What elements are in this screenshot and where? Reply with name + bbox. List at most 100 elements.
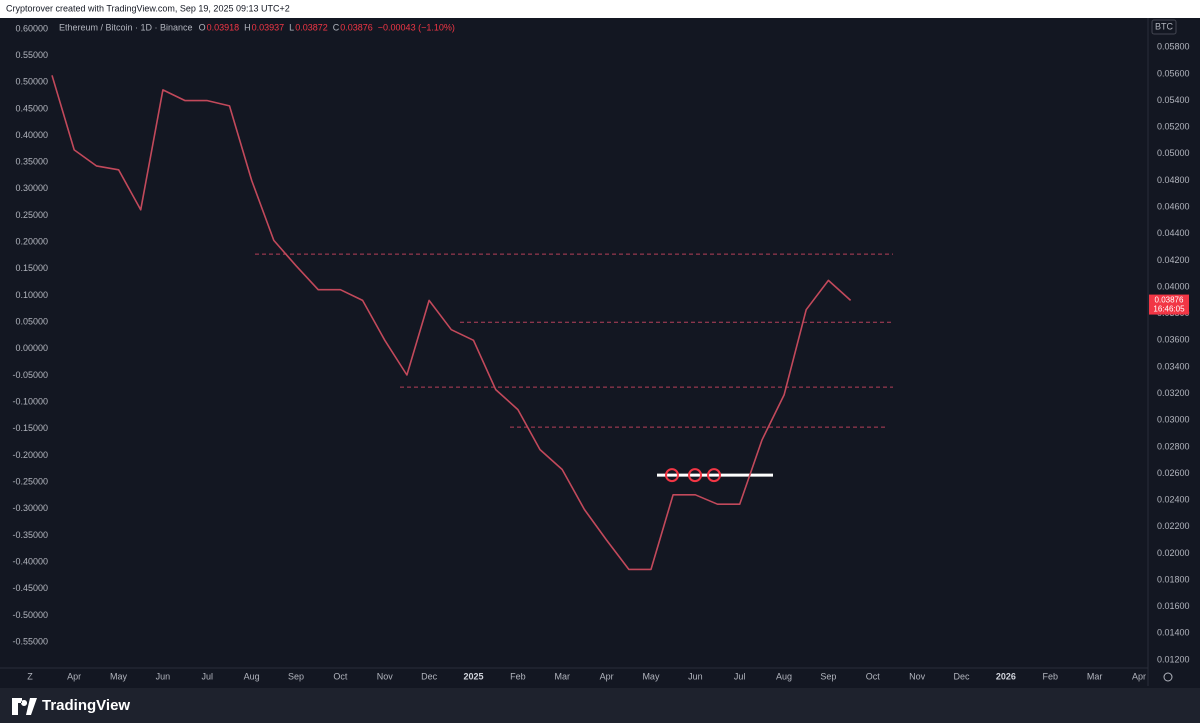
touch-marker xyxy=(688,468,702,483)
x-tick-label: Dec xyxy=(954,671,971,681)
y-tick-label: 0.05000 xyxy=(15,317,48,327)
y2-tick-label: 0.05600 xyxy=(1157,68,1190,78)
ohlc-label: H xyxy=(244,22,251,32)
x-tick-label: Apr xyxy=(600,671,614,681)
x-tick-label: Oct xyxy=(333,671,348,681)
y-tick-label: 0.30000 xyxy=(15,183,48,193)
x-tick-label: Jun xyxy=(688,671,703,681)
footer-bar xyxy=(0,688,1200,723)
header-bar xyxy=(0,0,1200,18)
y-tick-label: -0.20000 xyxy=(12,450,48,460)
y2-tick-label: 0.03400 xyxy=(1157,361,1190,371)
y2-tick-label: 0.04800 xyxy=(1157,175,1190,185)
x-tick-label: May xyxy=(642,671,660,681)
x-tick-label: Sep xyxy=(820,671,836,681)
x-tick-label: Jul xyxy=(202,671,214,681)
y2-tick-label: 0.02000 xyxy=(1157,548,1190,558)
x-tick-label: Nov xyxy=(377,671,394,681)
y-tick-label: 0.60000 xyxy=(15,23,48,33)
y-tick-label: 0.10000 xyxy=(15,290,48,300)
y2-tick-label: 0.01800 xyxy=(1157,574,1190,584)
x-tick-label: Aug xyxy=(244,671,260,681)
y2-tick-label: 0.03000 xyxy=(1157,415,1190,425)
y-tick-label: 0.15000 xyxy=(15,263,48,273)
y2-tick-label: 0.05400 xyxy=(1157,95,1190,105)
x-tick-label: May xyxy=(110,671,128,681)
y-tick-label: 0.20000 xyxy=(15,237,48,247)
price-tag-value: 0.03876 xyxy=(1155,296,1184,305)
y-tick-label: 0.00000 xyxy=(15,343,48,353)
x-tick-label: Jun xyxy=(156,671,171,681)
y-tick-label: 0.50000 xyxy=(15,77,48,87)
y2-tick-label: 0.05800 xyxy=(1157,42,1190,52)
ohlc-value: 0.03937 xyxy=(252,22,285,32)
footer: TradingView xyxy=(42,697,130,714)
y-tick-label: -0.55000 xyxy=(12,636,48,646)
y2-tick-label: 0.01600 xyxy=(1157,601,1190,611)
y2-tick-label: 0.05000 xyxy=(1157,148,1190,158)
x-tick-label: Sep xyxy=(288,671,304,681)
y2-tick-label: 0.02600 xyxy=(1157,468,1190,478)
y2-tick-label: 0.04400 xyxy=(1157,228,1190,238)
ohlc-value: 0.03876 xyxy=(340,22,373,32)
y-tick-label: -0.50000 xyxy=(12,610,48,620)
y2-tick-label: 0.04000 xyxy=(1157,281,1190,291)
x-tick-label: Feb xyxy=(1043,671,1059,681)
touch-marker xyxy=(665,468,679,483)
price-tag xyxy=(1149,294,1189,315)
y2-tick-label: 0.03600 xyxy=(1157,335,1190,345)
change: −0.00043 (−1.10%) xyxy=(378,22,455,32)
y-tick-label: 0.25000 xyxy=(15,210,48,220)
x-tick-label: Nov xyxy=(909,671,926,681)
x-tick-label: Aug xyxy=(776,671,792,681)
touch-marker xyxy=(707,468,721,483)
y-tick-label: 0.45000 xyxy=(15,103,48,113)
y2-tick-label: 0.02800 xyxy=(1157,441,1190,451)
ohlc-label: L xyxy=(289,22,294,32)
legend: Ethereum / Bitcoin · 1D · Binance xyxy=(59,22,193,32)
y2-tick-label: 0.01200 xyxy=(1157,654,1190,664)
price-tag-countdown: 16:46:05 xyxy=(1153,305,1185,314)
y-tick-label: -0.15000 xyxy=(12,423,48,433)
y-tick-label: -0.10000 xyxy=(12,397,48,407)
x-tick-label: Dec xyxy=(421,671,438,681)
y2-tick-label: 0.04600 xyxy=(1157,202,1190,212)
x-tick-label: Jul xyxy=(734,671,746,681)
ohlc-value: 0.03918 xyxy=(207,22,240,32)
y-tick-label: -0.40000 xyxy=(12,556,48,566)
ohlc-label: O xyxy=(199,22,206,32)
y-tick-label: -0.25000 xyxy=(12,476,48,486)
x-tick-label: Apr xyxy=(1132,671,1146,681)
y2-tick-label: 0.02200 xyxy=(1157,521,1190,531)
zoom-button[interactable]: Z xyxy=(27,671,33,681)
price-line xyxy=(51,75,852,571)
y-tick-label: 0.35000 xyxy=(15,157,48,167)
chart-title: Ethereum / Bitcoin · 1D · Binance xyxy=(59,22,193,32)
y2-tick-label: 0.05200 xyxy=(1157,122,1190,132)
y2-tick-label: 0.03200 xyxy=(1157,388,1190,398)
y2-tick-label: 0.01400 xyxy=(1157,628,1190,638)
x-tick-label: 2026 xyxy=(996,671,1016,681)
y-tick-label: -0.05000 xyxy=(12,370,48,380)
x-tick-label: Mar xyxy=(1087,671,1103,681)
y-tick-label: -0.35000 xyxy=(12,530,48,540)
x-tick-label: Oct xyxy=(866,671,881,681)
ohlc-value: 0.03872 xyxy=(295,22,328,32)
y-tick-label: 0.40000 xyxy=(15,130,48,140)
x-tick-label: 2025 xyxy=(463,671,483,681)
currency-box xyxy=(1151,19,1177,35)
x-tick-label: Mar xyxy=(554,671,570,681)
logo xyxy=(12,698,37,715)
ohlc-label: C xyxy=(333,22,340,32)
currency: BTC xyxy=(1155,21,1174,31)
header: Cryptorover created with TradingView.com… xyxy=(6,3,290,13)
y-tick-label: -0.45000 xyxy=(12,583,48,593)
y2-tick-label: 0.04200 xyxy=(1157,255,1190,265)
x-tick-label: Apr xyxy=(67,671,81,681)
x-tick-label: Feb xyxy=(510,671,526,681)
settings-button[interactable] xyxy=(1163,672,1173,682)
y-tick-label: -0.30000 xyxy=(12,503,48,513)
